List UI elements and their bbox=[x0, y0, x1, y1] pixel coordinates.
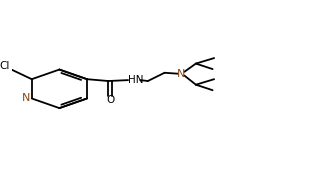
Text: Cl: Cl bbox=[0, 61, 10, 71]
Text: HN: HN bbox=[128, 75, 143, 85]
Text: N: N bbox=[177, 69, 185, 79]
Text: N: N bbox=[22, 93, 30, 103]
Text: O: O bbox=[106, 95, 114, 105]
